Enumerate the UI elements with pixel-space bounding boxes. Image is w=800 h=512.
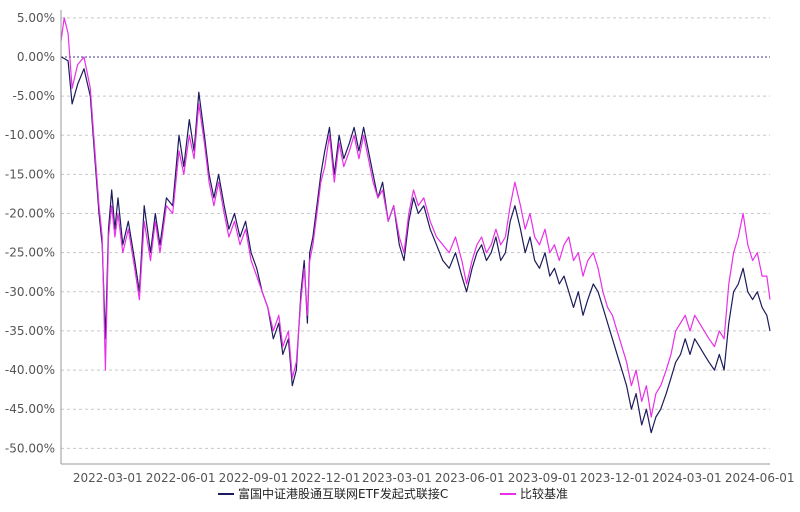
legend-label-1: 富国中证港股通互联网ETF发起式联接C [238,486,448,501]
x-tick-label: 2022-12-01 [291,471,361,485]
x-tick-label: 2022-09-01 [219,471,289,485]
x-tick-label: 2023-03-01 [362,471,432,485]
x-tick-label: 2024-06-01 [725,471,795,485]
axes [60,10,770,465]
x-tick-label: 2024-03-01 [652,471,722,485]
y-tick-label: -25.00% [5,246,55,260]
legend-label-2: 比较基准 [520,486,568,501]
y-tick-label: -5.00% [13,89,55,103]
y-tick-label: -20.00% [5,207,55,221]
x-tick-label: 2022-03-01 [73,471,143,485]
y-tick-label: 5.00% [17,11,55,25]
x-tick-label: 2022-06-01 [146,471,216,485]
x-tick-label: 2023-12-01 [580,471,650,485]
grid-lines [61,17,770,449]
series-line-1 [60,56,771,434]
x-axis-tick-labels: 2022-03-01 2022-06-01 2022-09-01 2022-12-01… [73,471,795,485]
legend: 富国中证港股通互联网ETF发起式联接C 比较基准 [218,486,568,501]
x-tick-label: 2023-06-01 [435,471,505,485]
series-lines [60,17,771,434]
y-axis-tick-labels: 5.00% 0.00% -5.00% -10.00% -15.00% -20.00% -25… [5,11,55,456]
x-tick-label: 2023-09-01 [508,471,578,485]
y-tick-label: -10.00% [5,128,55,142]
y-tick-label: -30.00% [5,285,55,299]
y-tick-label: 0.00% [17,50,55,64]
y-tick-label: -40.00% [5,363,55,377]
series-line-2 [60,17,771,418]
y-tick-label: -50.00% [5,441,55,455]
y-tick-label: -45.00% [5,402,55,416]
y-tick-label: -35.00% [5,324,55,338]
y-tick-label: -15.00% [5,167,55,181]
